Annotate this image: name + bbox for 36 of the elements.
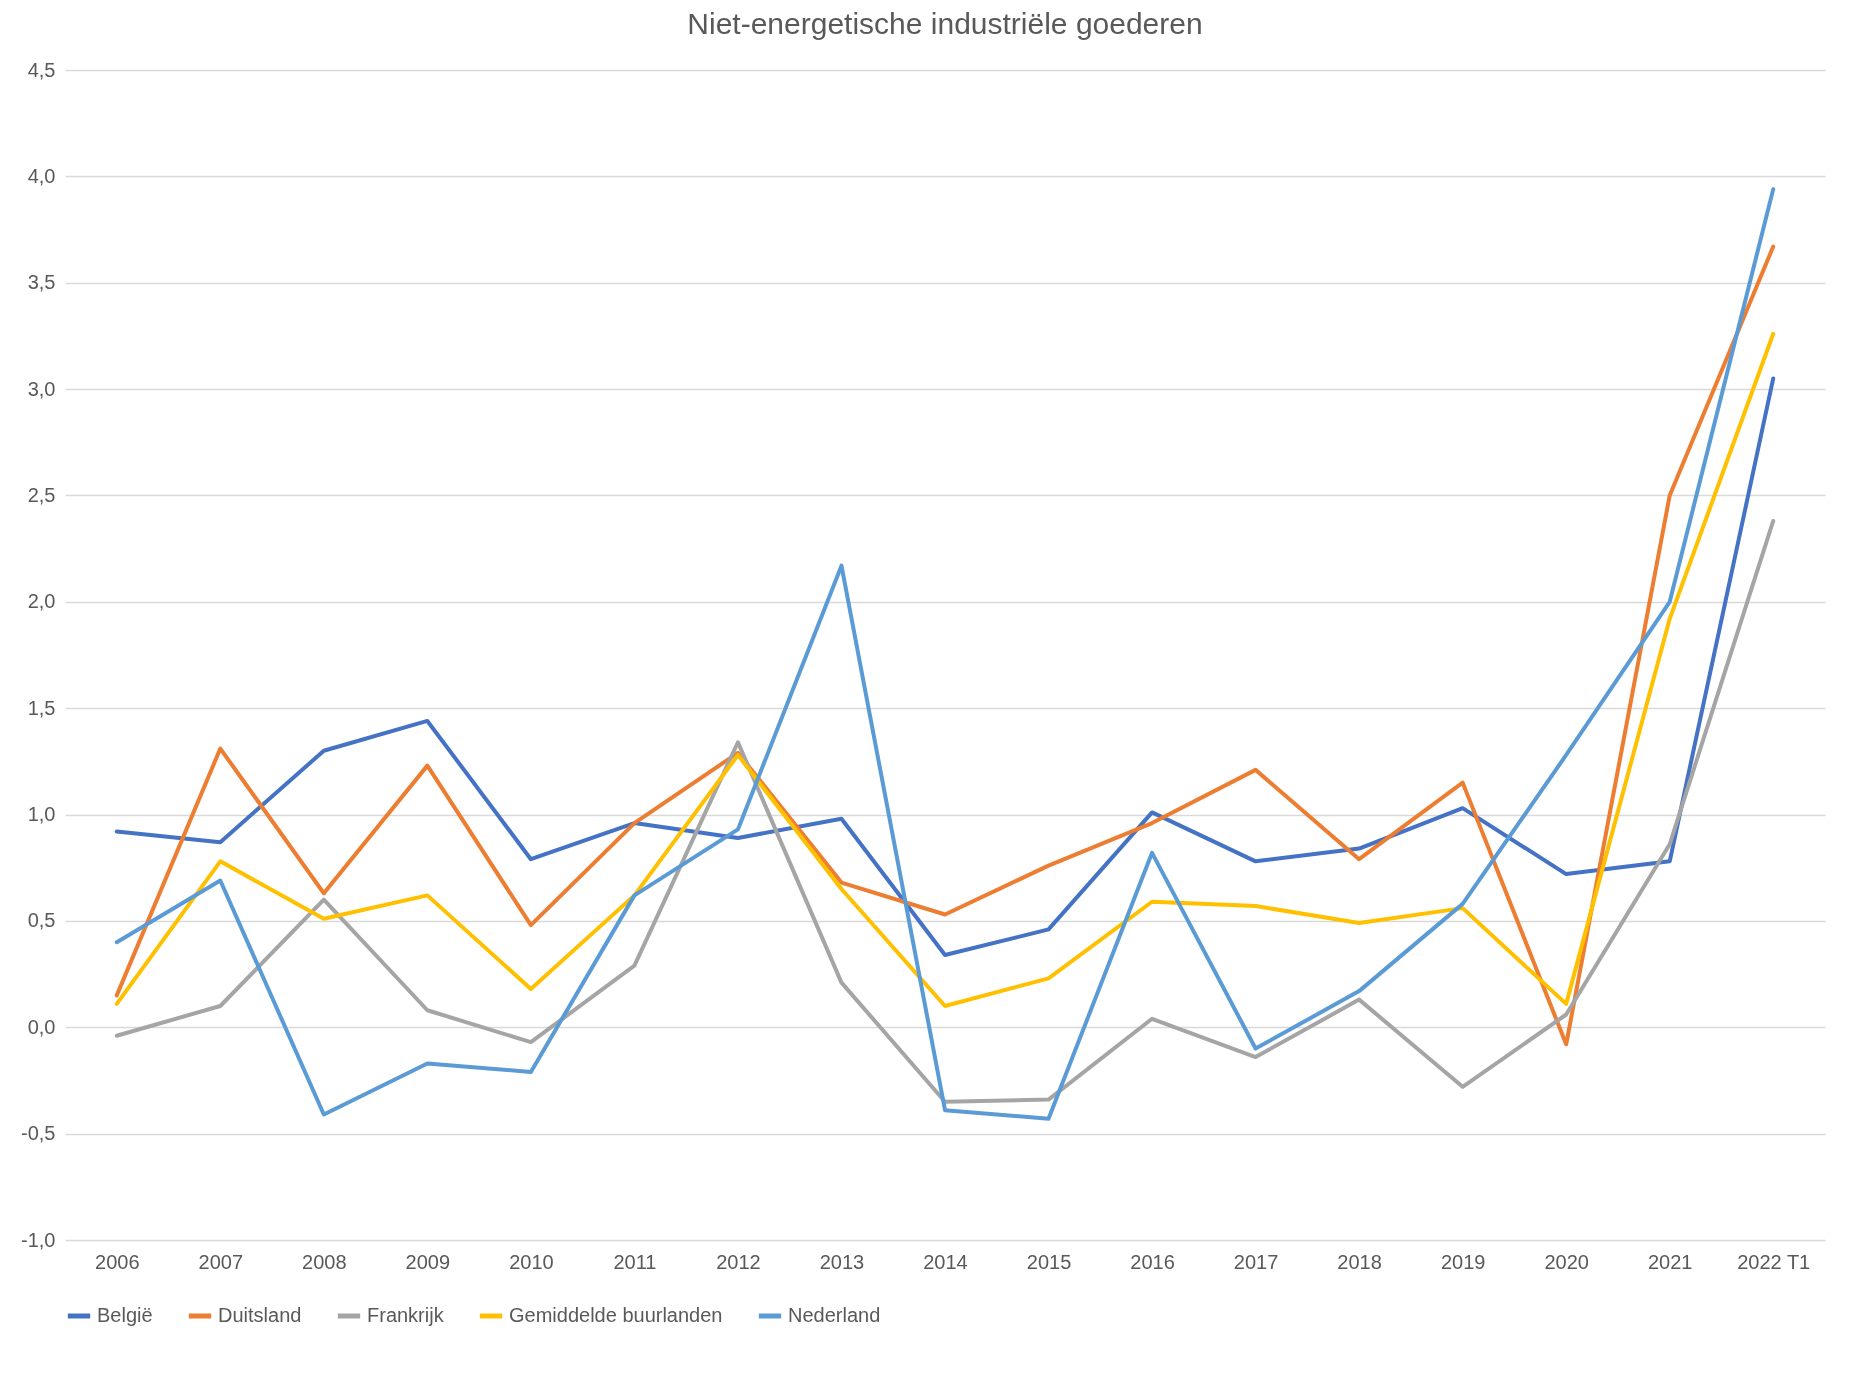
legend-label: Frankrijk <box>367 1304 445 1326</box>
x-tick-label: 2015 <box>1026 1250 1072 1273</box>
y-tick-label: 4,0 <box>27 164 56 187</box>
x-tick-label: 2017 <box>1233 1250 1279 1273</box>
y-tick-label: 3,0 <box>27 377 56 400</box>
y-tick-label: 2,5 <box>27 483 56 506</box>
y-tick-label: 4,5 <box>27 58 56 81</box>
legend-label: Duitsland <box>218 1304 302 1326</box>
line-series <box>114 518 1776 1104</box>
x-tick-label: 2010 <box>509 1250 554 1273</box>
x-tick-label: 2019 <box>1440 1250 1486 1273</box>
x-tick-label: 2020 <box>1544 1250 1589 1273</box>
x-tick-label: 2013 <box>819 1250 865 1273</box>
y-tick-label: 0,0 <box>27 1015 56 1038</box>
x-tick-label: 2021 <box>1647 1250 1693 1273</box>
y-tick-label: 3,5 <box>27 271 56 294</box>
y-tick-label: 1,0 <box>27 803 56 826</box>
y-tick-label: 2,0 <box>27 590 56 613</box>
legend-label: Nederland <box>788 1304 881 1326</box>
x-tick-label: 2008 <box>302 1250 347 1273</box>
x-tick-label: 2007 <box>198 1250 244 1273</box>
x-tick-label: 2014 <box>923 1250 968 1273</box>
x-tick-label: 2016 <box>1130 1250 1175 1273</box>
y-tick-label: -1,0 <box>21 1228 56 1251</box>
y-tick-label: 1,5 <box>27 696 56 719</box>
x-tick-label: 2009 <box>405 1250 451 1273</box>
legend-label: België <box>97 1304 153 1326</box>
chart-title: Niet-energetische industriële goederen <box>687 7 1203 40</box>
x-tick-label: 2018 <box>1337 1250 1382 1273</box>
x-tick-label: 2006 <box>95 1250 140 1273</box>
y-tick-label: 0,5 <box>27 909 56 932</box>
legend-label: Gemiddelde buurlanden <box>509 1304 723 1326</box>
x-tick-label: 2011 <box>613 1250 657 1273</box>
x-tick-label: 2012 <box>716 1250 761 1273</box>
x-tick-label: 2022 T1 <box>1737 1250 1811 1273</box>
y-tick-label: -0,5 <box>21 1122 56 1145</box>
